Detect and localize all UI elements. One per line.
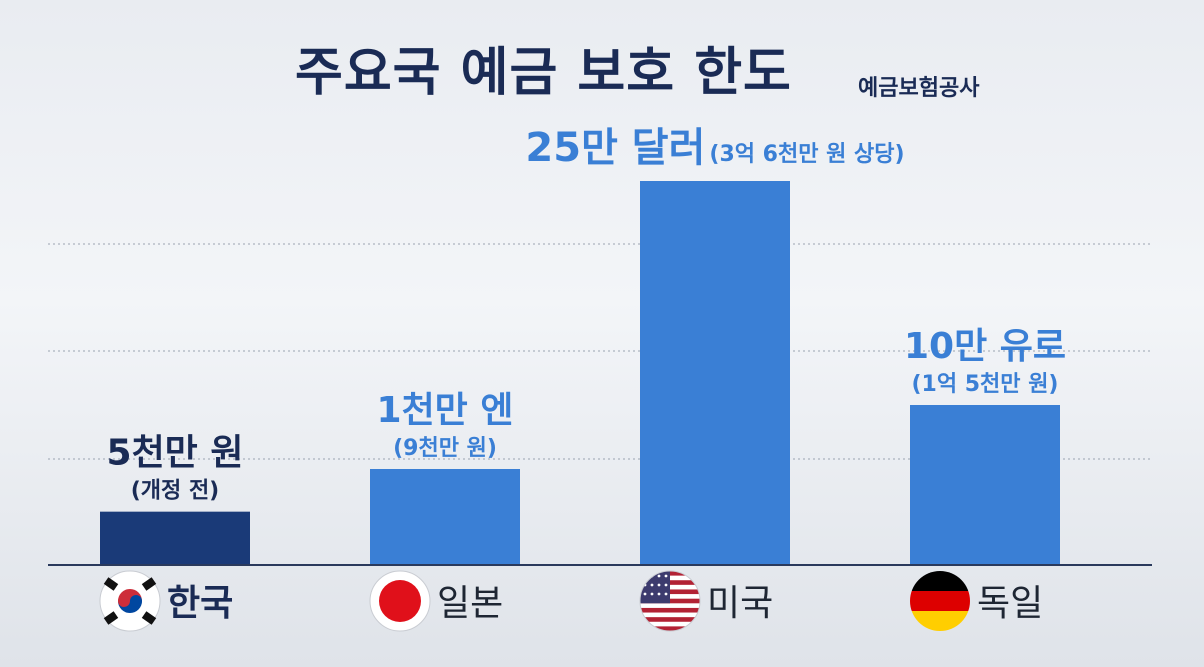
taegeuk-dot bbox=[118, 595, 130, 607]
star bbox=[664, 592, 668, 596]
star bbox=[650, 583, 654, 587]
band-black bbox=[910, 571, 970, 591]
x-tick-label: 일본 bbox=[437, 583, 503, 624]
flag-germany-icon bbox=[910, 571, 970, 631]
data-label-sub: (3억 6천만 원 상당) bbox=[709, 142, 904, 167]
x-tick-label: 독일 bbox=[977, 583, 1043, 624]
x-tick-label: 미국 bbox=[707, 583, 773, 624]
data-label-main: 10만 유로 bbox=[904, 326, 1066, 367]
band-red bbox=[910, 591, 970, 611]
stripe-red bbox=[640, 607, 700, 613]
bar-2 bbox=[370, 469, 520, 565]
chart-title: 주요국 예금 보호 한도 bbox=[295, 43, 792, 103]
data-label-sub: (9천만 원) bbox=[393, 436, 497, 461]
flag-rim bbox=[639, 570, 701, 632]
data-label-sub: (개정 전) bbox=[131, 479, 220, 504]
data-label-main: 1천만 엔 bbox=[377, 390, 514, 431]
taegeuk-dot bbox=[130, 595, 142, 607]
trigram bbox=[103, 577, 119, 591]
star bbox=[657, 592, 661, 596]
flag-japan-icon bbox=[369, 570, 431, 632]
data-label-main: 25만 달러 bbox=[525, 125, 705, 171]
star bbox=[643, 592, 647, 596]
data-label-sub: (1억 5천만 원) bbox=[911, 372, 1058, 397]
star bbox=[650, 592, 654, 596]
x-tick-label: 한국 bbox=[167, 583, 233, 624]
trigram bbox=[141, 611, 157, 625]
star bbox=[657, 583, 661, 587]
bar-3 bbox=[640, 181, 790, 565]
band-gold bbox=[910, 611, 970, 631]
bar-4 bbox=[910, 405, 1060, 565]
star bbox=[657, 574, 661, 578]
stripe-red bbox=[640, 626, 700, 631]
flag-germany-body bbox=[910, 571, 970, 631]
flag-usa-icon bbox=[639, 570, 701, 632]
data-label: 25만 달러 (3억 6천만 원 상당) bbox=[525, 125, 904, 171]
chart-source: 예금보험공사 bbox=[858, 76, 980, 101]
trigram bbox=[103, 611, 119, 625]
star bbox=[664, 583, 668, 587]
star bbox=[643, 574, 647, 578]
bar-1 bbox=[100, 511, 250, 565]
hinomaru bbox=[379, 580, 421, 622]
star bbox=[664, 574, 668, 578]
flag-usa-body bbox=[640, 571, 700, 631]
stripe-red bbox=[640, 617, 700, 622]
flag-korea-icon bbox=[99, 570, 161, 632]
trigram bbox=[141, 577, 157, 591]
data-label-main: 5천만 원 bbox=[107, 433, 244, 474]
